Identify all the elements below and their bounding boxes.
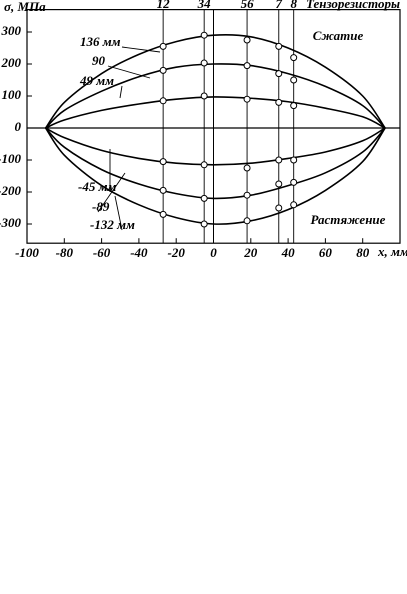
x-axis-label: x, мм: [377, 244, 407, 259]
x-tick-label: -40: [130, 245, 148, 260]
measured-point: [290, 76, 298, 84]
measured-point: [200, 31, 208, 39]
y-tick-label: 300: [1, 23, 22, 38]
measured-point: [159, 97, 167, 105]
series-line: [45, 127, 386, 166]
measured-point: [159, 42, 167, 50]
y-tick-label: -200: [0, 183, 21, 198]
y-tick-label: -300: [0, 215, 21, 230]
x-tick-label: 0: [210, 245, 217, 260]
series-label: 49 мм: [79, 73, 114, 88]
measured-point: [243, 62, 251, 70]
measured-point: [243, 95, 251, 103]
y-tick-label: 0: [15, 119, 22, 134]
measured-point: [275, 42, 283, 50]
measured-point: [243, 217, 251, 225]
measured-point: [275, 70, 283, 78]
series-label: -89: [92, 199, 110, 214]
x-tick-label: -20: [168, 245, 186, 260]
measured-point: [159, 210, 167, 218]
y-tick-label: 200: [1, 55, 22, 70]
x-tick-label: 20: [243, 245, 258, 260]
measured-point: [243, 191, 251, 199]
measured-point: [200, 161, 208, 169]
measured-point: [200, 92, 208, 100]
x-tick-label: 40: [281, 245, 296, 260]
sensor-label: 7: [276, 0, 283, 11]
measured-point: [290, 178, 298, 186]
measured-point: [290, 156, 298, 164]
x-tick-label: -100: [15, 245, 39, 260]
measured-point: [290, 54, 298, 62]
annotation: Сжатие: [313, 28, 364, 43]
sensor-label: 12: [157, 0, 171, 11]
x-tick-label: 80: [356, 245, 370, 260]
sensors-title: Тензорезисторы: [306, 0, 400, 11]
series-label: -132 мм: [90, 217, 135, 232]
measured-point: [243, 36, 251, 44]
series-line: [45, 63, 386, 129]
measured-point: [200, 59, 208, 67]
series-label: 90: [92, 53, 106, 68]
measured-point: [275, 180, 283, 188]
measured-point: [275, 156, 283, 164]
series-line: [45, 127, 386, 200]
measured-point: [200, 220, 208, 228]
measured-point: [275, 98, 283, 106]
annotation: Растяжение: [311, 212, 386, 227]
y-tick-label: -100: [0, 151, 21, 166]
x-tick-label: -60: [93, 245, 111, 260]
series-line: [44, 127, 386, 225]
leader-line: [114, 195, 123, 231]
x-tick-label: 60: [319, 245, 333, 260]
series-line: [45, 96, 386, 129]
measured-point: [159, 186, 167, 194]
sensor-label: 34: [197, 0, 212, 11]
leader-line: [121, 46, 161, 53]
sensor-label: 8: [290, 0, 297, 11]
y-axis-label: σ, МПа: [4, 0, 46, 14]
sensor-label: 56: [241, 0, 255, 11]
series-label: -45 мм: [78, 179, 116, 194]
leader-line: [119, 85, 123, 99]
leader-line: [107, 65, 151, 79]
measured-point: [200, 194, 208, 202]
series-line: [44, 33, 386, 129]
x-tick-label: -80: [56, 245, 74, 260]
measured-point: [159, 66, 167, 74]
measured-point: [243, 164, 251, 172]
measured-point: [290, 102, 298, 110]
measured-point: [275, 204, 283, 212]
measured-point: [290, 201, 298, 209]
y-tick-label: 100: [2, 87, 22, 102]
measured-point: [159, 158, 167, 166]
series-label: 136 мм: [80, 34, 121, 49]
